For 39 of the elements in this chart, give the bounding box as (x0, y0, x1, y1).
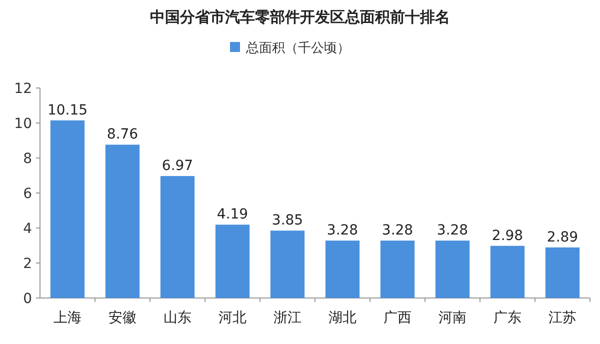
bar (490, 246, 525, 298)
y-tick-label: 4 (23, 221, 32, 237)
y-tick-label: 8 (23, 151, 32, 167)
y-tick-label: 0 (23, 291, 32, 307)
bar (215, 224, 250, 298)
data-label: 3.28 (382, 222, 414, 239)
x-tick-label: 河北 (218, 310, 246, 326)
data-label: 4.19 (216, 206, 248, 223)
bar (105, 144, 140, 298)
x-tick-label: 湖北 (328, 310, 356, 326)
y-tick-label: 6 (23, 186, 32, 202)
chart-title: 中国分省市汽车零部件开发区总面积前十排名 (150, 8, 450, 26)
x-tick-label: 江苏 (548, 310, 576, 326)
bar (545, 247, 580, 298)
bar (160, 176, 195, 298)
bar (270, 230, 305, 298)
data-label: 2.98 (492, 228, 524, 244)
data-label: 3.28 (436, 222, 468, 239)
legend-label: 总面积（千公顷） (245, 41, 350, 56)
y-tick-label: 2 (23, 256, 32, 272)
bar (50, 120, 85, 298)
y-tick-label: 12 (14, 81, 32, 97)
bar (325, 240, 360, 298)
x-tick-label: 河南 (438, 310, 466, 326)
data-label: 10.15 (47, 102, 88, 118)
data-label: 8.76 (106, 126, 138, 143)
bar (435, 240, 470, 298)
data-label: 3.28 (326, 222, 358, 239)
data-label: 2.89 (546, 229, 578, 246)
x-tick-label: 安徽 (108, 310, 136, 326)
x-tick-label: 浙江 (274, 310, 302, 326)
x-tick-label: 广西 (384, 310, 412, 326)
bar (380, 240, 415, 298)
x-tick-label: 山东 (164, 310, 192, 326)
data-label: 3.85 (272, 212, 304, 229)
y-tick-label: 10 (14, 116, 32, 132)
x-tick-label: 广东 (494, 310, 522, 326)
data-label: 6.97 (162, 158, 194, 174)
x-tick-label: 上海 (54, 310, 82, 326)
